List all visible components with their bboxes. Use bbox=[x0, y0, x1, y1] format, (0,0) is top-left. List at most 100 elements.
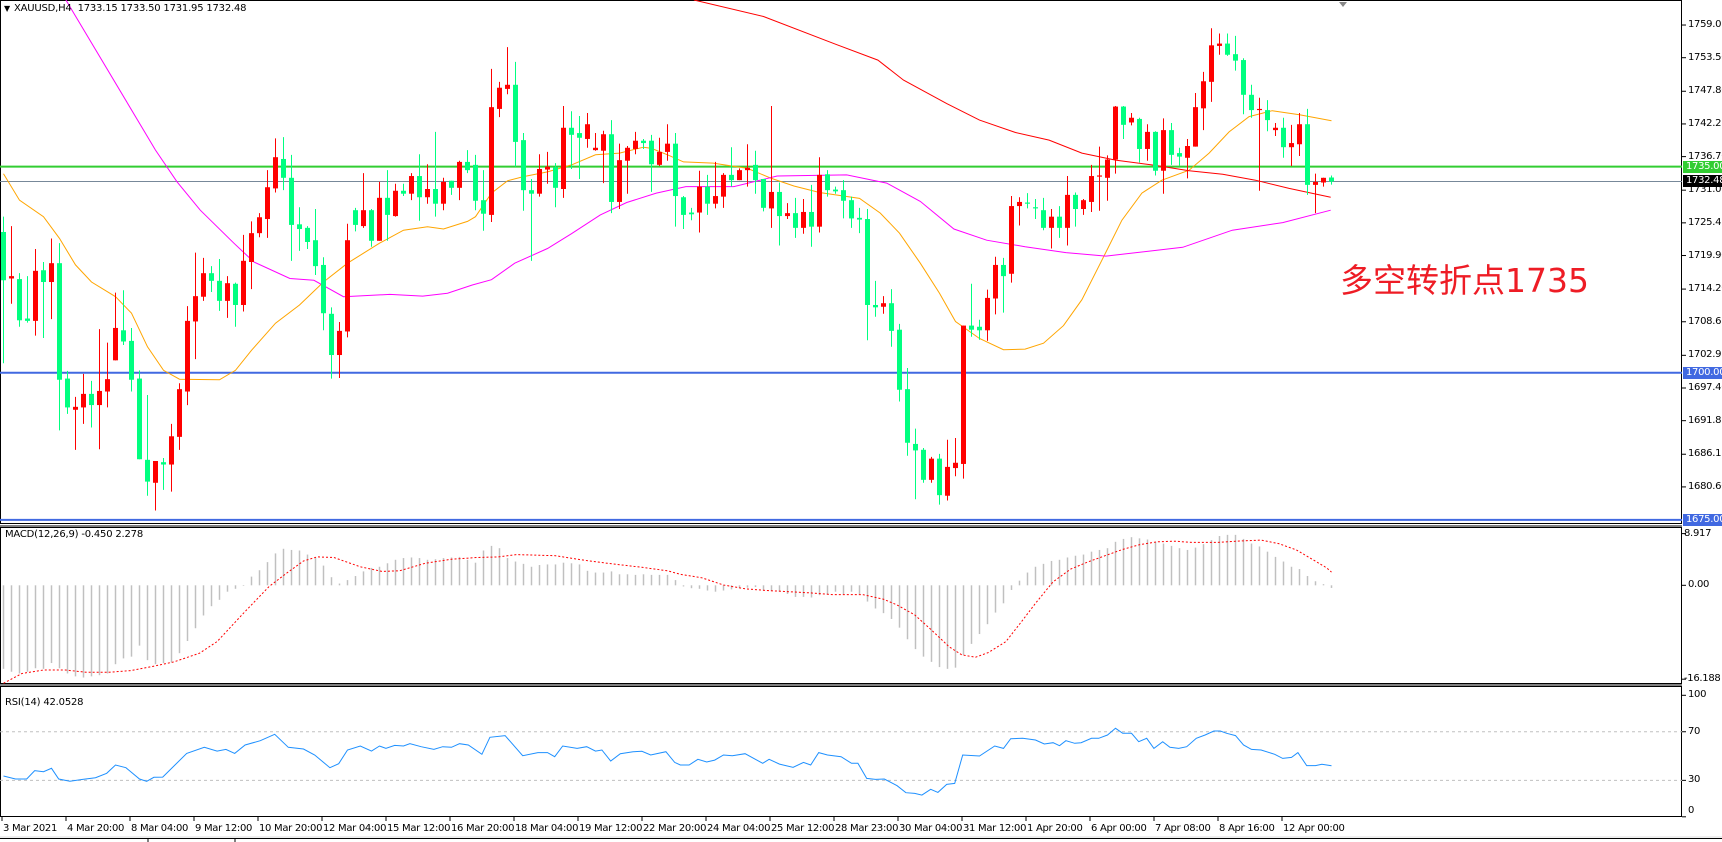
candle bbox=[513, 61, 518, 167]
chart-shift-marker-icon[interactable] bbox=[1339, 2, 1347, 7]
candle bbox=[1161, 118, 1166, 194]
time-axis-label: 22 Mar 20:00 bbox=[643, 823, 707, 834]
candle bbox=[753, 150, 758, 194]
rsi-header: RSI(14) 42.0528 bbox=[5, 697, 84, 708]
candle bbox=[561, 105, 566, 198]
candle bbox=[625, 146, 630, 194]
candle-body bbox=[393, 190, 398, 217]
candle-body bbox=[369, 210, 374, 241]
candle-body bbox=[1137, 118, 1142, 149]
price-level-label: 1675.00 bbox=[1683, 513, 1722, 526]
macd-header: MACD(12,26,9) -0.450 2.278 bbox=[5, 529, 143, 540]
candle-body bbox=[673, 143, 678, 197]
candle bbox=[225, 276, 230, 318]
candle-body bbox=[1121, 106, 1126, 125]
candle-body bbox=[737, 170, 742, 181]
candle bbox=[457, 160, 462, 201]
candle bbox=[113, 292, 118, 361]
price-axis-label: 1725.45 bbox=[1688, 216, 1722, 228]
candle-body bbox=[865, 219, 870, 305]
candle bbox=[841, 180, 846, 219]
candle-body bbox=[209, 273, 214, 281]
candle bbox=[497, 81, 502, 118]
candle-body bbox=[729, 174, 734, 181]
candle-body bbox=[1313, 181, 1318, 185]
candle-body bbox=[105, 379, 110, 392]
candle-body bbox=[1241, 60, 1246, 95]
price-level-label: 1700.00 bbox=[1683, 366, 1722, 379]
candle-body bbox=[697, 186, 702, 213]
candle-body bbox=[713, 196, 718, 204]
candle-body bbox=[385, 197, 390, 215]
time-axis-label: 10 Mar 20:00 bbox=[259, 823, 323, 834]
candle bbox=[9, 226, 14, 304]
candlestick-series bbox=[1, 28, 1334, 511]
candle-body bbox=[801, 211, 806, 228]
candle-body bbox=[129, 340, 134, 380]
candle bbox=[329, 307, 334, 379]
candle bbox=[881, 296, 886, 314]
candle bbox=[201, 257, 206, 301]
candle-body bbox=[377, 197, 382, 241]
candle-body bbox=[89, 393, 94, 406]
candle bbox=[649, 134, 654, 192]
candle bbox=[1273, 123, 1278, 137]
candle-body bbox=[353, 210, 358, 225]
candle-body bbox=[1, 231, 6, 281]
candle-body bbox=[929, 458, 934, 480]
candle bbox=[1041, 197, 1046, 231]
candle-body bbox=[889, 303, 894, 331]
candle-body bbox=[1169, 130, 1174, 155]
candle bbox=[81, 373, 86, 424]
moving-average-line bbox=[65, 0, 1331, 298]
candle bbox=[281, 137, 286, 191]
candle bbox=[705, 174, 710, 215]
candle bbox=[1065, 176, 1070, 246]
candle bbox=[1097, 146, 1102, 211]
candle-body bbox=[1145, 131, 1150, 149]
candle bbox=[953, 438, 958, 477]
price-axis-label: 1686.15 bbox=[1688, 448, 1722, 460]
candle bbox=[889, 289, 894, 347]
candle-body bbox=[817, 174, 822, 227]
candle-body bbox=[1113, 106, 1118, 160]
candle-body bbox=[1289, 143, 1294, 148]
candle bbox=[545, 151, 550, 184]
horizontal-levels bbox=[0, 165, 1682, 521]
candle-body bbox=[449, 180, 454, 188]
candle-body bbox=[1209, 45, 1214, 82]
candle-body bbox=[305, 227, 310, 242]
candle-body bbox=[681, 197, 686, 215]
candle bbox=[489, 68, 494, 222]
candle bbox=[913, 428, 918, 500]
candle-body bbox=[577, 133, 582, 138]
time-axis-label: 3 Mar 2021 bbox=[3, 823, 58, 834]
candle bbox=[233, 282, 238, 327]
time-axis-label: 24 Mar 04:00 bbox=[707, 823, 771, 834]
candle-body bbox=[249, 233, 254, 262]
price-axis-label: 1731.00 bbox=[1688, 184, 1722, 196]
candle bbox=[161, 458, 166, 490]
candle bbox=[1089, 164, 1094, 212]
candle-body bbox=[1161, 130, 1166, 171]
candle bbox=[1169, 123, 1174, 165]
candle-body bbox=[233, 283, 238, 305]
rsi-readout: 42.0528 bbox=[43, 697, 84, 708]
candle-body bbox=[1041, 210, 1046, 228]
candle-body bbox=[81, 393, 86, 408]
candle bbox=[297, 207, 302, 251]
candle-body bbox=[1249, 94, 1254, 111]
candle bbox=[1185, 138, 1190, 179]
price-axis-label: 1708.65 bbox=[1688, 315, 1722, 327]
candle bbox=[529, 178, 534, 261]
candle bbox=[521, 133, 526, 211]
candle-body bbox=[25, 318, 30, 321]
candle-body bbox=[473, 164, 478, 201]
candle bbox=[1249, 84, 1254, 118]
candle bbox=[769, 105, 774, 228]
candle-body bbox=[561, 127, 566, 189]
candle bbox=[1081, 199, 1086, 215]
collapse-triangle-icon[interactable]: ▼ bbox=[4, 4, 10, 13]
